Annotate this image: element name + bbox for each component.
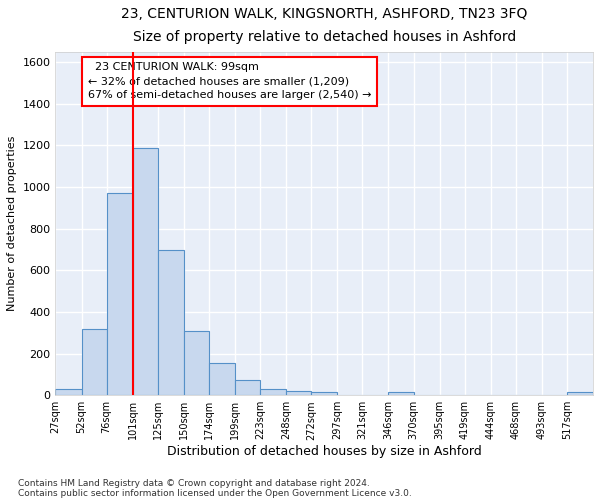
Text: Contains HM Land Registry data © Crown copyright and database right 2024.: Contains HM Land Registry data © Crown c… xyxy=(18,478,370,488)
Bar xyxy=(235,380,260,395)
Y-axis label: Number of detached properties: Number of detached properties xyxy=(7,136,17,311)
Bar xyxy=(158,250,184,395)
Bar xyxy=(567,392,593,395)
Bar xyxy=(286,391,311,395)
Bar xyxy=(311,392,337,395)
Bar xyxy=(184,330,209,395)
Bar xyxy=(55,389,82,395)
Bar xyxy=(82,328,107,395)
Text: Contains public sector information licensed under the Open Government Licence v3: Contains public sector information licen… xyxy=(18,488,412,498)
Title: 23, CENTURION WALK, KINGSNORTH, ASHFORD, TN23 3FQ
Size of property relative to d: 23, CENTURION WALK, KINGSNORTH, ASHFORD,… xyxy=(121,7,527,44)
Bar xyxy=(209,363,235,395)
X-axis label: Distribution of detached houses by size in Ashford: Distribution of detached houses by size … xyxy=(167,445,482,458)
Bar xyxy=(388,392,413,395)
Bar xyxy=(107,194,133,395)
Bar xyxy=(133,148,158,395)
Bar xyxy=(260,389,286,395)
Text: 23 CENTURION WALK: 99sqm  
← 32% of detached houses are smaller (1,209)
67% of s: 23 CENTURION WALK: 99sqm ← 32% of detach… xyxy=(88,62,371,100)
